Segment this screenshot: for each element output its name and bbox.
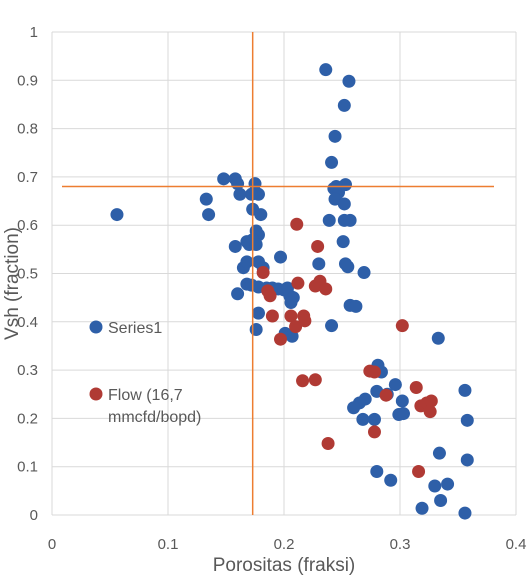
series1-point: [432, 446, 446, 460]
series1-point: [367, 412, 381, 426]
series1-point: [319, 63, 333, 77]
series1-point: [338, 178, 352, 192]
series1-point: [228, 239, 242, 253]
y-tick-label: 0.4: [17, 314, 38, 331]
series1-point: [460, 413, 474, 427]
y-tick-label: 0: [30, 507, 38, 524]
series1-point: [458, 383, 472, 397]
x-axis-title: Porositas (fraksi): [213, 555, 356, 576]
series1-point: [328, 129, 342, 143]
x-tick-label: 0.3: [390, 536, 411, 553]
flow-point: [423, 405, 437, 419]
flow-point: [412, 465, 426, 479]
series1-point: [431, 331, 445, 345]
y-tick-label: 0.1: [17, 459, 38, 476]
y-tick-label: 0.3: [17, 362, 38, 379]
flow-point: [424, 394, 438, 408]
flow-point: [256, 266, 270, 280]
x-tick-label: 0.1: [158, 536, 179, 553]
series1-point: [336, 235, 350, 249]
y-tick-label: 0.7: [17, 169, 38, 186]
series1-point: [325, 319, 339, 333]
series1-point: [231, 287, 245, 301]
flow-point: [409, 380, 423, 394]
flow-point: [274, 332, 288, 346]
flow-point: [311, 239, 325, 253]
series1-point: [343, 213, 357, 227]
flow-point: [291, 276, 305, 290]
series1-point: [384, 473, 398, 487]
flow-point: [395, 319, 409, 333]
series1-point: [274, 250, 288, 264]
y-tick-label: 0.9: [17, 72, 38, 89]
series1-point: [254, 208, 268, 222]
flow-point: [289, 320, 303, 334]
flow-point: [298, 314, 312, 328]
series1-point: [347, 401, 361, 415]
flow-point: [261, 284, 275, 298]
series1-point: [251, 306, 265, 320]
flow-point: [379, 388, 393, 402]
legend: Series1 Flow (16,7 mmcfd/bopd): [89, 320, 201, 426]
series1-point: [245, 187, 259, 201]
flow-point: [308, 373, 322, 387]
series1-point: [341, 260, 355, 274]
series1-point: [233, 187, 247, 201]
x-tick-label: 0.2: [274, 536, 295, 553]
flow-point: [319, 282, 333, 296]
y-tick-label: 0.5: [17, 266, 38, 283]
series1-point: [312, 257, 326, 271]
series1-point: [434, 494, 448, 508]
cutoff-lines: [62, 32, 494, 515]
flow-point: [367, 425, 381, 439]
flow-point: [265, 309, 279, 323]
series1-point: [395, 394, 409, 408]
legend-label-flow: Flow (16,7 mmcfd/bopd): [108, 387, 201, 426]
y-axis-title: Vsh (fraction): [2, 227, 23, 340]
gridlines: [51, 31, 517, 516]
flow-point: [296, 374, 310, 388]
legend-label-series1: Series1: [108, 320, 162, 337]
series1-point: [217, 172, 231, 186]
x-tick-label: 0.4: [506, 536, 527, 553]
y-tick-label: 1: [30, 24, 38, 41]
series1-point: [441, 477, 455, 491]
y-axis-ticks: 0 0.1 0.2 0.3 0.4 0.5 0.6 0.7 0.8 0.9 1: [17, 24, 38, 524]
y-tick-label: 0.6: [17, 217, 38, 234]
series1-point: [240, 255, 254, 269]
series1-point: [388, 378, 402, 392]
series1-point: [428, 479, 442, 493]
series1-point: [349, 299, 363, 313]
y-tick-label: 0.8: [17, 121, 38, 138]
series1-point: [356, 412, 370, 426]
series1-point: [415, 501, 429, 515]
y-tick-label: 0.2: [17, 410, 38, 427]
flow-point: [321, 437, 335, 451]
series1-point: [202, 208, 216, 222]
series1-point: [337, 197, 351, 211]
series1-point: [460, 453, 474, 467]
series1-point: [249, 323, 263, 337]
x-tick-label: 0: [48, 536, 56, 553]
series1-point: [110, 208, 124, 222]
x-axis-ticks: 0 0.1 0.2 0.3 0.4: [48, 536, 527, 553]
legend-marker-series1: [89, 320, 103, 334]
series1-point: [458, 506, 472, 520]
series1-point: [325, 155, 339, 169]
series1-point: [342, 74, 356, 88]
series1-point: [337, 98, 351, 112]
series1-point: [396, 407, 410, 421]
series1-point: [249, 238, 263, 252]
legend-marker-flow: [89, 387, 103, 401]
data-points: [110, 63, 474, 520]
series1-point: [199, 192, 213, 206]
series1-point: [322, 213, 336, 227]
series1-point: [284, 295, 298, 309]
series1-point: [370, 465, 384, 479]
flow-point: [284, 309, 298, 323]
flow-point: [290, 217, 304, 231]
series1-point: [357, 266, 371, 280]
flow-point: [367, 365, 381, 379]
